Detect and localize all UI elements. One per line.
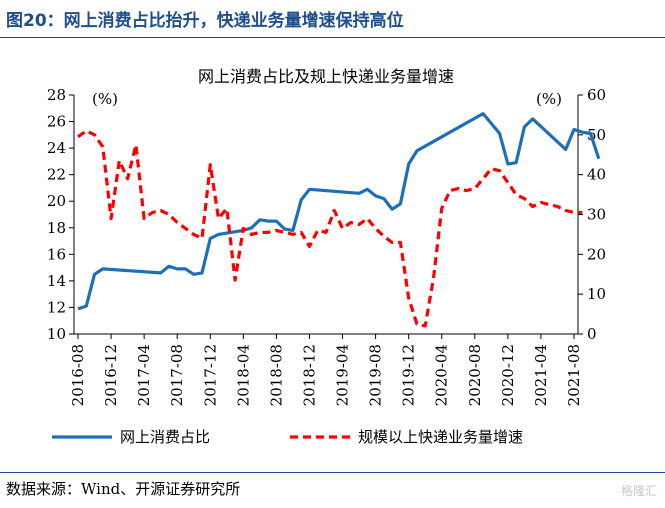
right-axis-unit-label: (%) xyxy=(536,90,562,108)
x-tick-label: 2019-08 xyxy=(367,344,385,406)
x-tick-label: 2020-12 xyxy=(499,344,517,406)
left-tick-label: 22 xyxy=(47,166,66,184)
legend-item-express-growth-label: 规模以上快递业务量增速 xyxy=(358,428,523,446)
chart-series xyxy=(77,111,601,328)
watermark: 格隆汇 xyxy=(620,484,657,498)
source-rule xyxy=(0,472,665,473)
x-tick-label: 2017-08 xyxy=(168,344,186,406)
left-tick-label: 28 xyxy=(47,86,66,104)
left-tick-label: 18 xyxy=(47,219,66,237)
left-tick-label: 12 xyxy=(47,298,66,316)
right-tick-label: 20 xyxy=(587,245,606,263)
chart-title: 网上消费占比及规上快递业务量增速 xyxy=(198,67,454,86)
right-tick-label: 0 xyxy=(587,325,597,343)
x-tick-label: 2020-04 xyxy=(433,344,451,406)
x-tick-label: 2018-08 xyxy=(267,344,285,406)
x-tick-label: 2016-12 xyxy=(102,344,120,406)
right-tick-label: 30 xyxy=(587,206,606,224)
x-tick-label: 2018-04 xyxy=(234,344,252,406)
right-tick-label: 10 xyxy=(587,285,606,303)
chart-axes: 1012141618202224262801020304050602016-08… xyxy=(47,86,606,406)
x-tick-label: 2020-08 xyxy=(466,344,484,406)
chart-legend: 网上消费占比 规模以上快递业务量增速 xyxy=(52,428,523,446)
left-tick-label: 26 xyxy=(47,113,66,131)
left-axis-unit-label: (%) xyxy=(92,90,118,108)
left-tick-label: 10 xyxy=(47,325,66,343)
x-tick-label: 2019-04 xyxy=(334,344,352,406)
right-tick-label: 60 xyxy=(587,86,606,104)
x-tick-label: 2017-04 xyxy=(135,344,153,406)
x-tick-label: 2021-04 xyxy=(532,344,550,406)
title-rule xyxy=(0,37,665,38)
series-line-online-share xyxy=(77,111,601,311)
legend-item-online-share-label: 网上消费占比 xyxy=(120,428,210,446)
x-tick-label: 2016-08 xyxy=(69,344,87,406)
x-tick-label: 2018-12 xyxy=(300,344,318,406)
series-line-express-growth xyxy=(77,129,583,328)
left-tick-label: 14 xyxy=(47,272,66,290)
dual-axis-line-chart: 网上消费占比及规上快递业务量增速 (%) (%) 10 12 14 16 18 20 22 2… xyxy=(47,67,606,446)
figure-title: 图20：网上消费占比抬升，快递业务量增速保持高位 xyxy=(6,11,404,31)
x-tick-label: 2017-12 xyxy=(201,344,219,406)
left-tick-label: 24 xyxy=(47,139,66,157)
x-tick-label: 2021-08 xyxy=(565,344,583,406)
source-note: 数据来源：Wind、开源证券研究所 xyxy=(6,480,241,498)
left-tick-label: 20 xyxy=(47,192,66,210)
right-tick-label: 40 xyxy=(587,166,606,184)
x-tick-label: 2019-12 xyxy=(400,344,418,406)
left-tick-label: 16 xyxy=(47,245,66,263)
